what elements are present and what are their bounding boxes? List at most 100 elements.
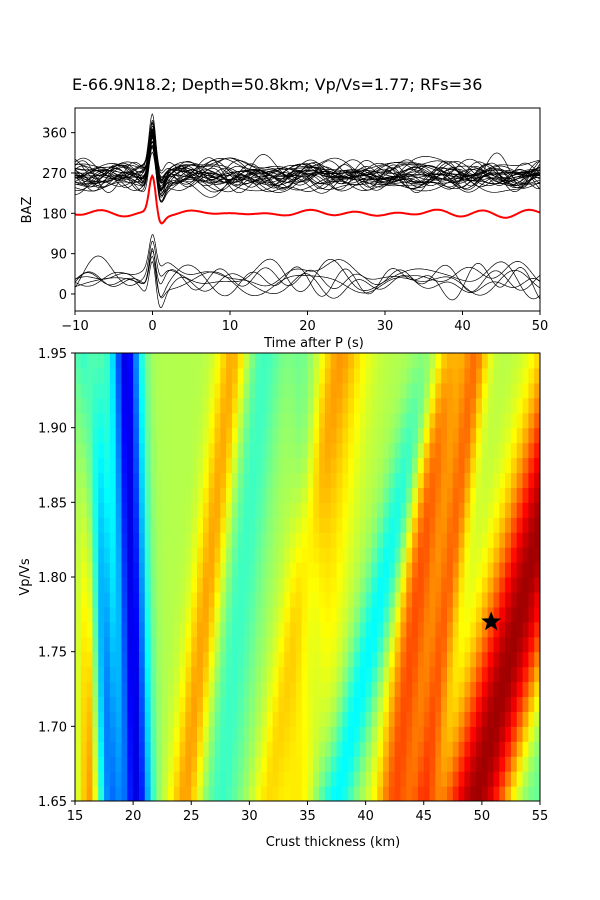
- heatmap-cell: [226, 547, 233, 563]
- heatmap-cell: [400, 636, 407, 653]
- heatmap-cell: [150, 651, 157, 668]
- heatmap-cell: [214, 666, 221, 683]
- heatmap-cell: [104, 382, 111, 399]
- heatmap-cell: [226, 577, 233, 593]
- heatmap-cell: [179, 651, 187, 668]
- heatmap-cell: [388, 562, 396, 578]
- heatmap-cell: [458, 756, 466, 772]
- heatmap-cell: [464, 756, 471, 772]
- trace-y-tick-label: 90: [50, 248, 67, 263]
- heatmap-cell: [237, 577, 245, 593]
- heatmap-cell: [144, 442, 152, 459]
- heatmap-cell: [266, 726, 274, 742]
- heatmap-cell: [109, 472, 117, 488]
- heatmap-cell: [441, 427, 448, 444]
- heatmap-cell: [104, 367, 111, 384]
- heatmap-cell: [202, 696, 210, 712]
- heatmap-cell: [406, 442, 413, 459]
- heatmap-cell: [266, 741, 274, 757]
- heatmap-cell: [115, 577, 123, 593]
- heatmap-cell: [441, 517, 448, 533]
- heatmap-cell: [330, 651, 338, 668]
- heatmap-cell: [487, 696, 495, 712]
- heatmap-cell: [237, 711, 245, 727]
- heatmap-cell: [447, 502, 454, 518]
- heatmap-cell: [168, 726, 175, 742]
- heatmap-cell: [80, 681, 88, 698]
- heatmap-cell: [319, 621, 326, 638]
- heatmap-cell: [150, 577, 157, 593]
- heatmap-cell: [348, 711, 355, 727]
- heatmap-cell: [162, 517, 169, 533]
- heatmap-cell: [429, 771, 436, 787]
- heatmap-cell: [243, 771, 250, 787]
- heatmap-cell: [162, 666, 169, 683]
- heatmap-cell: [173, 756, 181, 772]
- heatmap-cell: [394, 427, 402, 444]
- heatmap-cell: [144, 636, 152, 653]
- heatmap-cell: [284, 741, 291, 757]
- receiver-function-trace: [75, 134, 540, 181]
- heatmap-cell: [528, 786, 535, 801]
- heatmap-cell: [197, 353, 204, 369]
- heatmap-cell: [447, 472, 454, 488]
- heatmap-cell: [127, 591, 134, 608]
- heatmap-cell: [208, 472, 216, 488]
- heatmap-cell: [435, 442, 442, 459]
- heatmap-cell: [307, 711, 314, 727]
- heatmap-cell: [423, 606, 431, 623]
- heatmap-cell: [365, 457, 373, 474]
- heatmap-cell: [133, 726, 140, 742]
- heatmap-cell: [324, 651, 332, 668]
- heatmap-cell: [179, 397, 187, 414]
- heatmap-cell: [133, 353, 140, 369]
- heatmap-cell: [394, 651, 402, 668]
- heatmap-cell: [452, 577, 460, 593]
- heatmap-cell: [185, 547, 192, 563]
- heatmap-cell: [75, 547, 82, 563]
- heatmap-cell: [185, 412, 192, 429]
- heatmap-cell: [487, 711, 495, 727]
- heatmap-cell: [237, 442, 245, 459]
- heatmap-cell: [464, 412, 471, 429]
- heatmap-cell: [255, 636, 262, 653]
- heatmap-cell: [324, 547, 332, 563]
- heatmap-cell: [417, 487, 425, 503]
- heatmap-cell: [92, 711, 99, 727]
- heatmap-cell: [150, 487, 157, 503]
- heatmap-cell: [243, 562, 250, 578]
- heatmap-cell: [481, 517, 489, 533]
- heatmap-cell: [138, 726, 146, 742]
- heatmap-cell: [202, 741, 210, 757]
- heatmap-cell: [121, 442, 128, 459]
- heatmap-cell: [383, 606, 390, 623]
- heatmap-cell: [127, 457, 134, 474]
- heatmap-cell: [133, 756, 140, 772]
- heatmap-cell: [98, 756, 105, 772]
- heatmap-cell: [336, 666, 343, 683]
- heatmap-cell: [359, 487, 367, 503]
- heatmap-cell: [220, 472, 227, 488]
- heatmap-cell: [423, 756, 431, 772]
- heatmap-cell: [121, 487, 128, 503]
- heatmap-cell: [505, 547, 512, 563]
- heatmap-cell: [266, 621, 274, 638]
- heatmap-cell: [313, 577, 320, 593]
- heatmap-cell: [162, 621, 169, 638]
- heatmap-cell: [150, 771, 157, 787]
- heatmap-cell: [505, 756, 512, 772]
- heatmap-cell: [173, 666, 181, 683]
- heatmap-cell: [406, 427, 413, 444]
- heatmap-cell: [423, 577, 431, 593]
- heatmap-cell: [412, 771, 419, 787]
- heatmap-cell: [458, 502, 466, 518]
- heatmap-cell: [272, 696, 280, 712]
- heatmap-cell: [383, 756, 390, 772]
- heatmap-cell: [197, 666, 204, 683]
- heatmap-cell: [290, 651, 297, 668]
- heatmap-cell: [272, 547, 280, 563]
- heatmap-cell: [435, 741, 442, 757]
- heatmap-cell: [179, 457, 187, 474]
- heatmap-cell: [301, 696, 309, 712]
- heatmap-cell: [121, 606, 128, 623]
